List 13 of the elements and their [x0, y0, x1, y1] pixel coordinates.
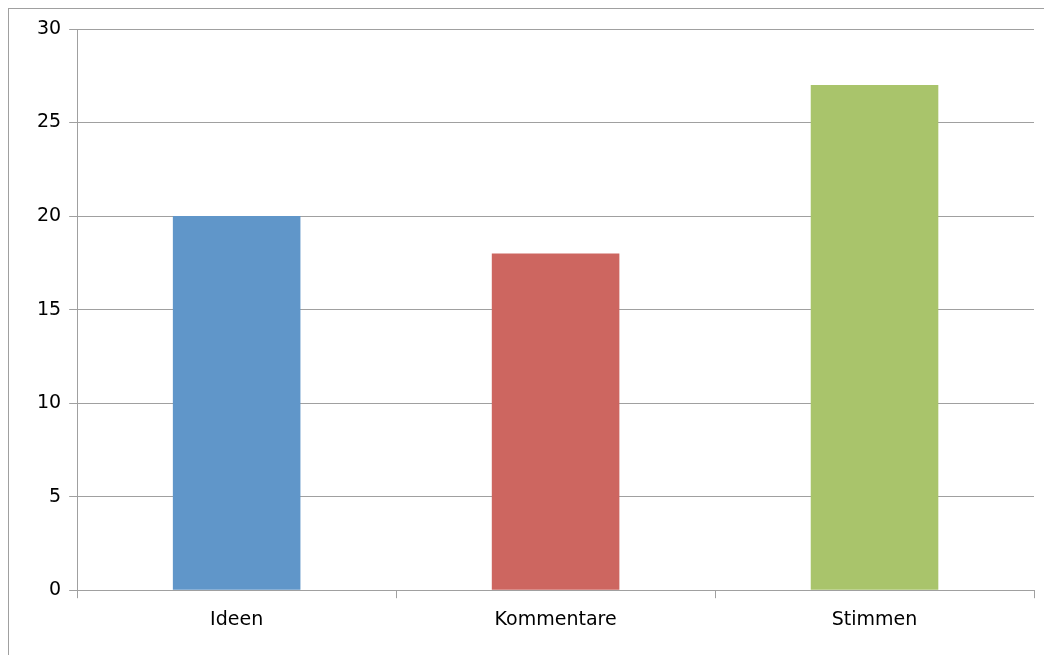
y-tick-label: 5 — [49, 483, 62, 506]
bar — [810, 85, 939, 590]
bar — [491, 253, 620, 590]
y-tick-label: 15 — [36, 296, 62, 319]
x-tick-label: Kommentare — [494, 606, 617, 629]
x-tick-label: Stimmen — [831, 606, 918, 629]
y-tick-label: 20 — [36, 203, 62, 225]
x-tick-label: Ideen — [210, 606, 264, 629]
y-tick-label: 10 — [36, 390, 62, 413]
y-tick-label: 0 — [49, 577, 62, 600]
bar — [172, 216, 301, 590]
y-tick-label: 25 — [36, 109, 62, 132]
y-tick-label: 30 — [36, 15, 62, 38]
